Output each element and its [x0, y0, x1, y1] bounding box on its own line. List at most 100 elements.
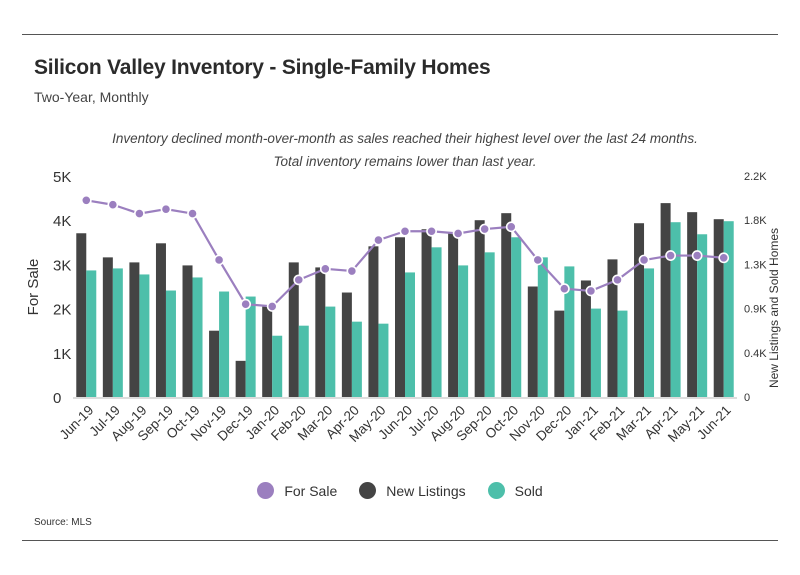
point-for-sale: [133, 208, 145, 219]
point-for-sale: [691, 250, 703, 261]
chart-title: Silicon Valley Inventory - Single-Family…: [34, 56, 491, 79]
y-right-tick-label: 0.4K: [744, 348, 767, 360]
point-for-sale: [160, 203, 172, 215]
bar-new-listings: [607, 259, 618, 397]
y-left-tick-label: 1K: [53, 346, 71, 363]
point-for-sale: [240, 298, 252, 310]
bar-sold: [697, 234, 708, 397]
bar-sold: [86, 270, 97, 397]
bar-new-listings: [501, 213, 512, 397]
bar-new-listings: [634, 223, 645, 397]
source-note: Source: MLS: [34, 517, 92, 528]
bar-new-listings: [368, 246, 379, 397]
y-right-tick-label: 0: [744, 392, 750, 404]
bar-new-listings: [713, 219, 724, 397]
y-right-tick-label: 2.2K: [744, 171, 767, 183]
bar-sold: [617, 310, 628, 397]
bar-new-listings: [235, 360, 246, 397]
legend-item-new-listings: New Listings: [359, 482, 466, 499]
bar-sold: [537, 257, 548, 397]
bottom-rule: [22, 540, 778, 541]
y-left-tick-label: 4K: [53, 213, 71, 230]
point-for-sale: [665, 250, 676, 261]
point-for-sale: [532, 254, 544, 266]
bar-new-listings: [182, 265, 193, 397]
bar-new-listings: [395, 237, 405, 397]
bar-new-listings: [76, 233, 87, 397]
y-left-axis-label: For Sale: [25, 259, 42, 316]
bar-sold: [405, 272, 415, 397]
point-for-sale: [638, 254, 650, 266]
bar-sold: [590, 308, 601, 397]
chart-canvas: 0 1K 2K 3K 4K 5K 0 0.4K 0.9K 1.3K 1.8K 2.2K For Sale…: [25, 169, 781, 445]
bar-sold: [564, 266, 575, 397]
bar-new-listings: [554, 310, 565, 397]
legend-item-sold: Sold: [487, 482, 543, 499]
legend-label-sold: Sold: [514, 482, 543, 499]
point-for-sale: [107, 199, 119, 211]
point-for-sale: [399, 225, 411, 237]
legend: For Sale New Listings Sold: [0, 482, 800, 499]
point-for-sale: [585, 285, 597, 297]
x-tick-label: Jun-19: [57, 403, 97, 443]
y-left-tick-label: 3K: [53, 257, 71, 274]
point-for-sale: [266, 300, 278, 312]
bar-sold: [298, 325, 309, 397]
legend-swatch-sold: [487, 482, 505, 499]
point-for-sale: [373, 234, 384, 246]
y-right-tick-label: 0.9K: [744, 304, 767, 316]
y-left-tick-label: 5K: [53, 169, 71, 186]
chart-subtitle: Two-Year, Monthly: [34, 89, 149, 105]
bar-sold: [670, 222, 681, 397]
bar-new-listings: [102, 257, 113, 397]
point-for-sale: [479, 223, 491, 235]
bar-sold: [458, 265, 469, 397]
bar-new-listings: [474, 220, 485, 397]
top-rule: [22, 34, 778, 35]
bar-new-listings: [155, 243, 166, 397]
bar-sold: [245, 296, 256, 397]
y-right-tick-label: 1.3K: [744, 259, 767, 271]
y-right-tick-label: 1.8K: [744, 215, 767, 227]
point-for-sale: [319, 263, 331, 275]
bar-new-listings: [687, 212, 698, 397]
legend-item-for-sale: For Sale: [257, 482, 337, 499]
bar-sold: [192, 277, 203, 397]
bar-sold: [431, 247, 442, 397]
bar-new-listings: [421, 229, 432, 397]
bar-sold: [511, 237, 522, 397]
point-for-sale: [505, 221, 517, 233]
bar-new-listings: [209, 330, 220, 397]
bar-sold: [219, 291, 230, 397]
point-for-sale: [80, 194, 92, 206]
bar-new-listings: [262, 306, 273, 397]
y-left-tick-label: 0: [53, 390, 61, 407]
y-left-tick-label: 2K: [53, 302, 71, 319]
bar-sold: [165, 290, 176, 397]
bar-new-listings: [315, 267, 326, 397]
point-for-sale: [346, 265, 358, 277]
point-for-sale: [213, 254, 225, 266]
bar-new-listings: [580, 280, 591, 397]
point-for-sale: [426, 225, 437, 237]
bar-sold: [139, 274, 150, 397]
legend-label-for-sale: For Sale: [284, 482, 338, 499]
bar-new-listings: [341, 292, 352, 397]
point-for-sale: [718, 252, 730, 264]
bar-new-listings: [660, 203, 671, 397]
point-for-sale: [612, 274, 623, 286]
bar-sold: [484, 252, 495, 397]
y-right-axis-label: New Listings and Sold Homes: [767, 228, 781, 388]
bar-sold: [112, 268, 123, 397]
bar-sold: [272, 335, 283, 397]
point-for-sale: [293, 274, 305, 286]
bar-sold: [644, 268, 655, 397]
bar-sold: [351, 321, 362, 397]
bar-new-listings: [448, 233, 459, 397]
bar-new-listings: [129, 262, 140, 397]
legend-label-new-listings: New Listings: [386, 482, 466, 499]
bar-new-listings: [527, 286, 538, 397]
legend-swatch-for-sale: [257, 482, 275, 499]
bar-sold: [723, 221, 734, 397]
bar-new-listings: [288, 262, 299, 397]
